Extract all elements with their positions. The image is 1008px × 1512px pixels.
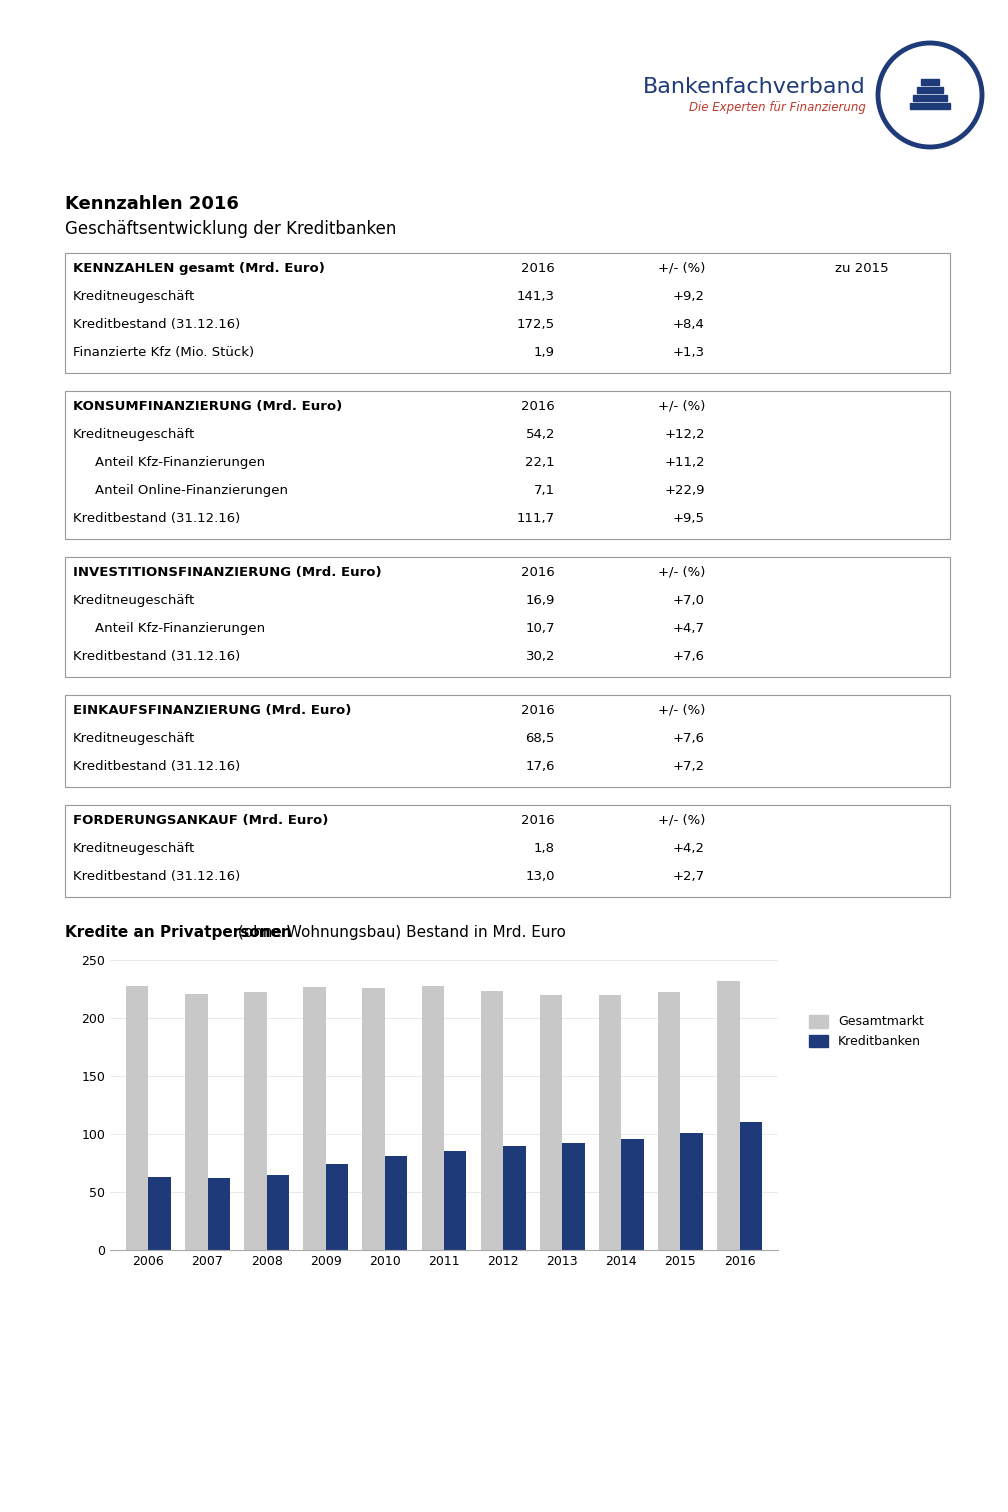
Text: +2,7: +2,7 <box>673 869 705 883</box>
Text: Kredite an Privatpersonen: Kredite an Privatpersonen <box>65 925 291 940</box>
Bar <box>539 995 562 1250</box>
Text: +7,0: +7,0 <box>673 594 705 606</box>
Text: +/- (%): +/- (%) <box>657 262 705 275</box>
Text: zu 2015: zu 2015 <box>835 262 889 275</box>
Text: Kreditneugeschäft: Kreditneugeschäft <box>73 290 196 302</box>
Text: 111,7: 111,7 <box>517 513 555 525</box>
Text: 2016: 2016 <box>521 262 555 275</box>
Bar <box>717 981 740 1250</box>
Text: +8,4: +8,4 <box>673 318 705 331</box>
Text: Anteil Online-Finanzierungen: Anteil Online-Finanzierungen <box>95 484 288 497</box>
Bar <box>267 1175 289 1250</box>
Text: +22,9: +22,9 <box>664 484 705 497</box>
Text: Anteil Kfz-Finanzierungen: Anteil Kfz-Finanzierungen <box>95 621 265 635</box>
Bar <box>421 986 444 1250</box>
Bar <box>126 986 148 1250</box>
Text: 54,2: 54,2 <box>525 428 555 442</box>
Text: Kreditbestand (31.12.16): Kreditbestand (31.12.16) <box>73 761 240 773</box>
Text: Kreditbestand (31.12.16): Kreditbestand (31.12.16) <box>73 318 240 331</box>
Bar <box>503 1146 525 1250</box>
Bar <box>65 392 950 538</box>
Text: +/- (%): +/- (%) <box>657 565 705 579</box>
Text: 2016: 2016 <box>521 705 555 717</box>
Text: +9,5: +9,5 <box>673 513 705 525</box>
Text: 16,9: 16,9 <box>525 594 555 606</box>
Legend: Gesamtmarkt, Kreditbanken: Gesamtmarkt, Kreditbanken <box>804 1010 929 1054</box>
Bar <box>562 1143 585 1250</box>
Bar <box>185 993 208 1250</box>
Text: +7,2: +7,2 <box>673 761 705 773</box>
Bar <box>913 95 947 101</box>
Bar <box>910 103 950 109</box>
Text: Kreditneugeschäft: Kreditneugeschäft <box>73 428 196 442</box>
Bar <box>680 1132 703 1250</box>
Bar <box>148 1176 171 1250</box>
Text: 2016: 2016 <box>521 565 555 579</box>
Text: KONSUMFINANZIERUNG (Mrd. Euro): KONSUMFINANZIERUNG (Mrd. Euro) <box>73 399 343 413</box>
Bar <box>481 992 503 1250</box>
Text: +12,2: +12,2 <box>664 428 705 442</box>
Bar <box>385 1157 407 1250</box>
Text: 68,5: 68,5 <box>525 732 555 745</box>
Bar <box>917 88 943 94</box>
Text: +7,6: +7,6 <box>673 732 705 745</box>
Bar <box>65 804 950 897</box>
Bar <box>208 1178 230 1250</box>
Text: FORDERUNGSANKAUF (Mrd. Euro): FORDERUNGSANKAUF (Mrd. Euro) <box>73 813 329 827</box>
Text: Bankenfachverband: Bankenfachverband <box>643 77 866 97</box>
Bar <box>444 1152 467 1250</box>
Text: Kreditbestand (31.12.16): Kreditbestand (31.12.16) <box>73 513 240 525</box>
Text: INVESTITIONSFINANZIERUNG (Mrd. Euro): INVESTITIONSFINANZIERUNG (Mrd. Euro) <box>73 565 382 579</box>
Text: +/- (%): +/- (%) <box>657 705 705 717</box>
Bar <box>599 995 621 1250</box>
Text: +1,3: +1,3 <box>673 346 705 358</box>
Text: Kreditbestand (31.12.16): Kreditbestand (31.12.16) <box>73 869 240 883</box>
Text: 172,5: 172,5 <box>517 318 555 331</box>
Text: Finanzierte Kfz (Mio. Stück): Finanzierte Kfz (Mio. Stück) <box>73 346 254 358</box>
Text: Kreditbestand (31.12.16): Kreditbestand (31.12.16) <box>73 650 240 662</box>
Text: 22,1: 22,1 <box>525 457 555 469</box>
Text: +9,2: +9,2 <box>673 290 705 302</box>
Text: +7,6: +7,6 <box>673 650 705 662</box>
Text: (ohne Wohnungsbau) Bestand in Mrd. Euro: (ohne Wohnungsbau) Bestand in Mrd. Euro <box>233 925 565 940</box>
Bar <box>244 992 267 1250</box>
Text: 7,1: 7,1 <box>534 484 555 497</box>
Text: Kreditneugeschäft: Kreditneugeschäft <box>73 594 196 606</box>
Text: Kreditneugeschäft: Kreditneugeschäft <box>73 732 196 745</box>
Text: Die Experten für Finanzierung: Die Experten für Finanzierung <box>689 100 866 113</box>
Text: Geschäftsentwicklung der Kreditbanken: Geschäftsentwicklung der Kreditbanken <box>65 221 396 237</box>
Text: 30,2: 30,2 <box>525 650 555 662</box>
Text: Kreditneugeschäft: Kreditneugeschäft <box>73 842 196 854</box>
Bar <box>303 987 326 1250</box>
Bar <box>65 253 950 373</box>
Text: 141,3: 141,3 <box>517 290 555 302</box>
Bar <box>740 1122 762 1250</box>
Text: 2016: 2016 <box>521 813 555 827</box>
Text: +4,2: +4,2 <box>673 842 705 854</box>
Text: 1,9: 1,9 <box>534 346 555 358</box>
Text: 10,7: 10,7 <box>525 621 555 635</box>
Text: 1,8: 1,8 <box>534 842 555 854</box>
Text: EINKAUFSFINANZIERUNG (Mrd. Euro): EINKAUFSFINANZIERUNG (Mrd. Euro) <box>73 705 352 717</box>
Text: 13,0: 13,0 <box>525 869 555 883</box>
Text: +4,7: +4,7 <box>673 621 705 635</box>
Text: 17,6: 17,6 <box>525 761 555 773</box>
Bar <box>65 556 950 677</box>
Text: Kennzahlen 2016: Kennzahlen 2016 <box>65 195 239 213</box>
Bar <box>363 987 385 1250</box>
Text: KENNZAHLEN gesamt (Mrd. Euro): KENNZAHLEN gesamt (Mrd. Euro) <box>73 262 325 275</box>
Bar <box>658 992 680 1250</box>
Bar <box>621 1139 644 1250</box>
Text: +/- (%): +/- (%) <box>657 399 705 413</box>
Text: +/- (%): +/- (%) <box>657 813 705 827</box>
Text: Anteil Kfz-Finanzierungen: Anteil Kfz-Finanzierungen <box>95 457 265 469</box>
Bar <box>921 79 939 85</box>
Bar <box>326 1164 348 1250</box>
Text: +11,2: +11,2 <box>664 457 705 469</box>
Bar <box>65 696 950 788</box>
Text: 2016: 2016 <box>521 399 555 413</box>
